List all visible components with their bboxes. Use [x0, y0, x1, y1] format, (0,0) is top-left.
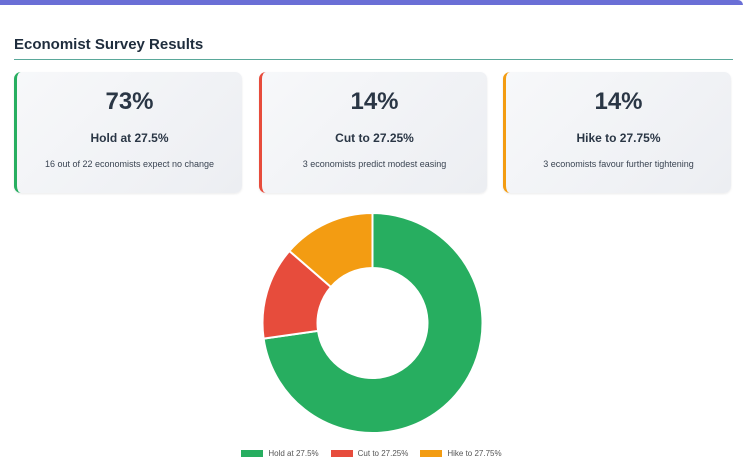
- card-hold: 73% Hold at 27.5% 16 out of 22 economist…: [14, 72, 242, 193]
- donut-slice-0[interactable]: [262, 211, 484, 434]
- card-hike-description: 3 economists favour further tightening: [543, 159, 694, 169]
- legend-swatch: [241, 449, 264, 457]
- card-hold-label: Hold at 27.5%: [90, 131, 169, 145]
- legend-item-0[interactable]: Hold at 27.5%: [241, 448, 319, 458]
- legend-label: Hike to 27.75%: [447, 448, 502, 458]
- legend-label: Hold at 27.5%: [268, 448, 319, 458]
- card-cut-label: Cut to 27.25%: [335, 131, 414, 145]
- page-title: Economist Survey Results: [14, 36, 204, 53]
- chart-legend: Hold at 27.5% Cut to 27.25% Hike to 27.75%: [0, 446, 743, 460]
- summary-cards: 73% Hold at 27.5% 16 out of 22 economist…: [14, 72, 733, 194]
- card-cut: 14% Cut to 27.25% 3 economists predict m…: [259, 72, 487, 193]
- card-cut-description: 3 economists predict modest easing: [302, 159, 447, 169]
- legend-item-2[interactable]: Hike to 27.75%: [420, 448, 502, 458]
- legend-label: Cut to 27.25%: [357, 448, 409, 458]
- card-hold-percent: 73%: [105, 88, 154, 115]
- donut-chart: [261, 211, 484, 434]
- legend-item-1[interactable]: Cut to 27.25%: [330, 448, 409, 458]
- top-accent-bar: [0, 0, 743, 5]
- legend-swatch: [420, 449, 443, 457]
- title-divider: [14, 59, 733, 60]
- donut-slice-2[interactable]: [287, 211, 374, 289]
- card-hike-percent: 14%: [594, 88, 643, 115]
- legend-swatch: [330, 449, 353, 457]
- card-hike: 14% Hike to 27.75% 3 economists favour f…: [503, 72, 731, 193]
- card-cut-percent: 14%: [350, 88, 399, 115]
- card-hike-label: Hike to 27.75%: [576, 131, 661, 145]
- card-hold-description: 16 out of 22 economists expect no change: [44, 159, 215, 169]
